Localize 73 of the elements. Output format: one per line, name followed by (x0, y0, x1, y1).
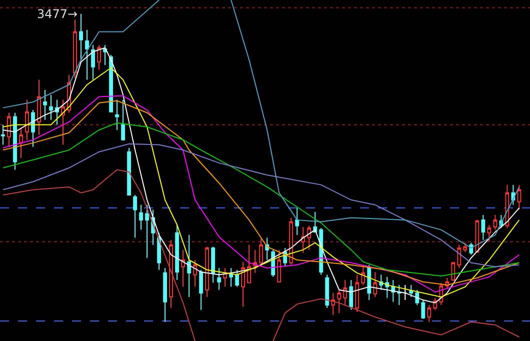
candlestick (97, 44, 102, 70)
candlestick (295, 207, 300, 236)
candlestick (127, 147, 132, 196)
candlestick (403, 284, 408, 301)
candlestick (115, 99, 120, 130)
candlestick (163, 267, 168, 322)
candlestick (19, 127, 23, 159)
candlestick (517, 184, 522, 210)
candlestick (367, 264, 372, 301)
candlestick (31, 109, 35, 148)
candlestick (463, 242, 468, 252)
candlestick (79, 13, 83, 60)
candlestick (457, 244, 462, 268)
candlestick (103, 44, 108, 66)
candlestick (259, 238, 264, 268)
candlestick (421, 300, 426, 320)
candlestick (199, 269, 204, 310)
candlestick (43, 89, 47, 120)
candlestick (217, 267, 222, 290)
candlestick (331, 292, 336, 316)
candlestick (505, 184, 510, 228)
candlestick (235, 269, 240, 288)
candlestick (355, 274, 360, 313)
candlestick (253, 249, 258, 274)
candlestick (337, 289, 342, 314)
candlestick (139, 204, 144, 230)
candlestick (175, 224, 180, 281)
candlestick (85, 29, 89, 80)
candlestick (187, 234, 192, 298)
candlestick (391, 280, 396, 302)
candlestick (373, 272, 378, 298)
candlestick (307, 225, 312, 250)
candlestick (37, 79, 41, 136)
candlestick (205, 246, 210, 298)
candlestick (55, 99, 59, 126)
candlestick (145, 204, 150, 258)
candlestick (361, 264, 366, 286)
candlestick (7, 112, 11, 148)
candlestick (181, 249, 186, 288)
candlestick (121, 99, 126, 140)
annotation: 3477→ (37, 7, 78, 21)
candlestick (1, 124, 5, 146)
candlestick (229, 267, 234, 288)
candlestick (241, 261, 246, 308)
candlestick (277, 249, 282, 282)
candlestick (25, 99, 29, 140)
candlestick (343, 280, 348, 306)
candlestick (193, 259, 198, 288)
candlestick (397, 284, 402, 306)
candlestick (349, 280, 354, 310)
candlestick (169, 239, 174, 309)
candlestick (61, 99, 65, 146)
candlestick (493, 214, 498, 230)
candlestick (415, 289, 420, 306)
candlestick (247, 244, 252, 284)
candlestick (409, 284, 414, 298)
candlestick (157, 232, 162, 270)
candlestick (91, 44, 96, 80)
candlestick (73, 19, 77, 78)
candlestick (49, 94, 53, 120)
candlestick (325, 274, 330, 309)
candlestick (289, 217, 294, 266)
candlestick (301, 226, 306, 254)
candlestick (427, 304, 432, 322)
candlestick (481, 214, 486, 240)
candlestick (475, 219, 480, 252)
candlestick (451, 261, 456, 282)
candlestick (211, 246, 216, 284)
candlestick (511, 184, 516, 206)
candlestick (13, 112, 17, 170)
candlestick (385, 276, 390, 298)
candlestick (133, 194, 138, 238)
candlestick (487, 224, 492, 242)
